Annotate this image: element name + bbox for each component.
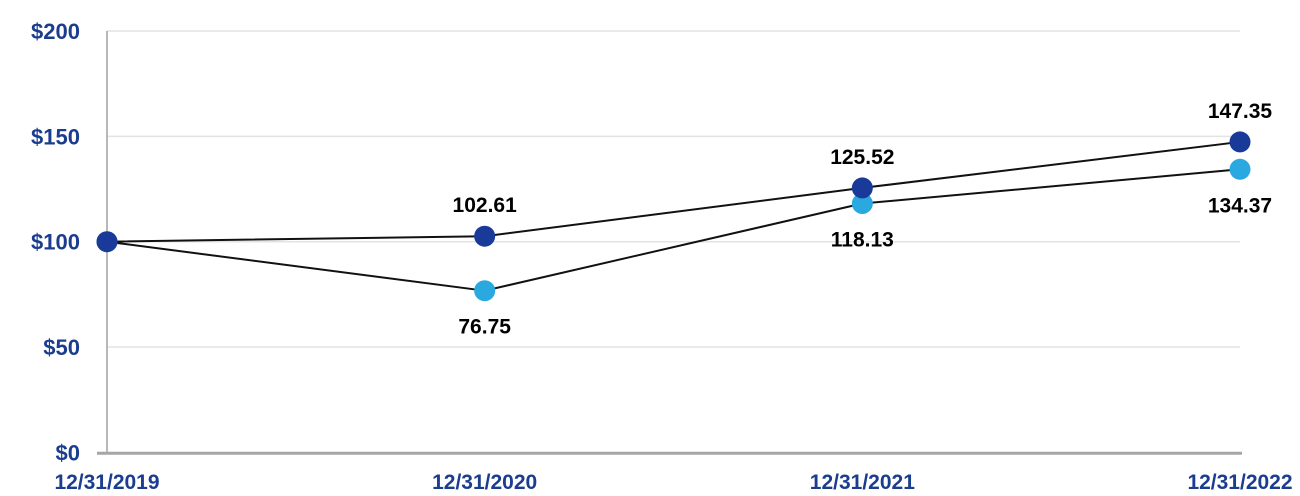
y-axis-tick-label: $50 xyxy=(43,335,80,360)
data-point-label: 147.35 xyxy=(1208,100,1273,123)
series-line-light-blue-series xyxy=(106,168,1241,292)
y-axis-tick-label: $0 xyxy=(56,440,80,465)
data-point-navy-series xyxy=(851,177,873,199)
data-point-label: 118.13 xyxy=(831,229,894,252)
data-point-light-blue-series xyxy=(851,193,873,215)
data-point-navy-series xyxy=(96,231,118,253)
x-axis-tick-label: 12/31/2019 xyxy=(54,471,159,494)
y-axis-tick-label: $100 xyxy=(31,230,80,255)
data-point-label: 125.52 xyxy=(830,146,894,169)
x-axis-tick-label: 12/31/2020 xyxy=(432,471,537,494)
data-point-navy-series xyxy=(474,225,496,247)
y-axis-tick-label: $200 xyxy=(31,19,80,44)
data-point-light-blue-series xyxy=(474,280,496,302)
series-line-navy-series xyxy=(106,140,1241,243)
x-axis-tick-label: 12/31/2022 xyxy=(1187,471,1292,494)
data-point-label: 134.37 xyxy=(1208,194,1272,217)
data-point-navy-series xyxy=(1229,131,1251,153)
data-point-light-blue-series xyxy=(1229,158,1251,180)
data-point-label: 76.75 xyxy=(458,316,511,339)
x-axis-tick-label: 12/31/2021 xyxy=(810,471,915,494)
data-point-label: 102.61 xyxy=(453,194,518,217)
y-axis-tick-label: $150 xyxy=(31,124,80,149)
